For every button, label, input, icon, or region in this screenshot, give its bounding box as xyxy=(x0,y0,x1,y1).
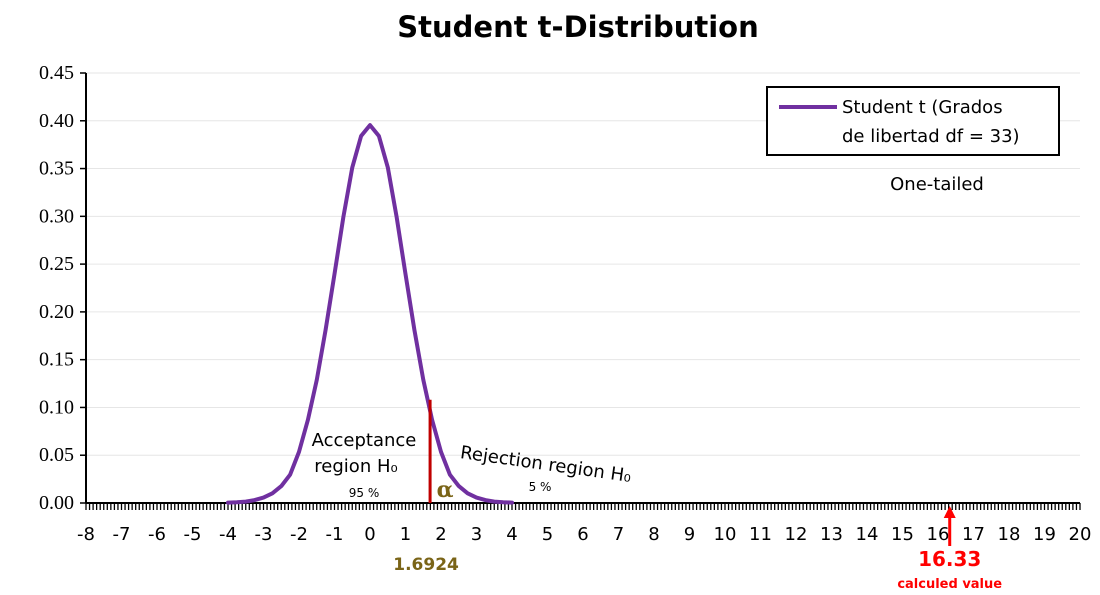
series-layer xyxy=(226,123,514,505)
x-tick-label: 15 xyxy=(891,524,914,545)
rejection-percent: 5 % xyxy=(529,480,552,494)
y-tick-label: 0.25 xyxy=(39,253,74,275)
x-tick-label: -2 xyxy=(290,524,308,545)
y-tick-label: 0.10 xyxy=(39,396,74,418)
x-tick-label: 9 xyxy=(684,524,695,545)
x-tick-label: 0 xyxy=(364,524,375,545)
legend-label: Student t (Grados xyxy=(842,97,1003,118)
axes xyxy=(80,72,1081,510)
x-tick-label: -8 xyxy=(77,524,95,545)
y-tick-label: 0.20 xyxy=(39,301,74,323)
x-tick-label: 16 xyxy=(927,524,950,545)
acceptance-region-label: Acceptance xyxy=(312,430,417,451)
x-tick-label: 20 xyxy=(1069,524,1092,545)
x-tick-label: -4 xyxy=(219,524,237,545)
x-tick-label: 12 xyxy=(785,524,808,545)
calculated-value-label: 16.33 xyxy=(918,547,981,571)
y-tick-label: 0.30 xyxy=(39,205,74,227)
x-tick-label: 5 xyxy=(542,524,553,545)
y-tick-label: 0.35 xyxy=(39,158,74,180)
y-tick-labels: 0.00 0.05 0.10 0.15 0.20 0.25 0.30 0.35 0.40 0.45 xyxy=(39,62,74,514)
x-tick-label: 1 xyxy=(400,524,411,545)
calculated-value-caption: calculed value xyxy=(897,577,1002,592)
gridlines xyxy=(86,72,1080,456)
y-tick-label: 0.15 xyxy=(39,349,74,371)
y-tick-label: 0.45 xyxy=(39,62,74,84)
x-tick-labels: -8 -7 -6 -5 -4 -3 -2 -1 0 1 2 3 4 5 6 7 8 9 10 11 12 13 14 15 16… xyxy=(77,524,1091,545)
x-tick-label: -7 xyxy=(113,524,131,545)
y-tick-label: 0.00 xyxy=(39,492,74,514)
x-tick-label: 4 xyxy=(506,524,517,545)
x-tick-label: 8 xyxy=(648,524,659,545)
acceptance-region-label: region H₀ xyxy=(314,456,397,477)
acceptance-percent: 95 % xyxy=(349,486,380,500)
y-tick-label: 0.40 xyxy=(39,110,74,132)
chart-title: Student t-Distribution xyxy=(397,10,758,44)
x-tick-label: 18 xyxy=(998,524,1021,545)
arrow-head-icon xyxy=(943,506,956,518)
x-tick-label: 2 xyxy=(435,524,446,545)
legend-box xyxy=(766,86,1060,156)
x-tick-label: -1 xyxy=(326,524,344,545)
x-tick-label: 10 xyxy=(714,524,737,545)
x-tick-label: -3 xyxy=(255,524,273,545)
y-tick-label: 0.05 xyxy=(39,444,74,466)
critical-value-label: 1.6924 xyxy=(393,555,459,575)
x-tick-label: -5 xyxy=(184,524,202,545)
x-tick-label: 13 xyxy=(820,524,843,545)
x-tick-label: -6 xyxy=(148,524,166,545)
x-tick-label: 7 xyxy=(613,524,624,545)
x-tick-label: 3 xyxy=(471,524,482,545)
x-tick-label: 17 xyxy=(962,524,985,545)
legend: Student t (Grados de libertad df = 33) xyxy=(766,86,1060,156)
alpha-symbol: α xyxy=(437,477,454,503)
x-tick-label: 19 xyxy=(1033,524,1056,545)
x-tick-label: 6 xyxy=(577,524,588,545)
legend-label: de libertad df = 33) xyxy=(842,126,1020,147)
series-line-student-t xyxy=(226,123,514,505)
x-tick-label: 11 xyxy=(749,524,772,545)
test-type-note: One-tailed xyxy=(890,174,984,195)
x-tick-label: 14 xyxy=(856,524,879,545)
